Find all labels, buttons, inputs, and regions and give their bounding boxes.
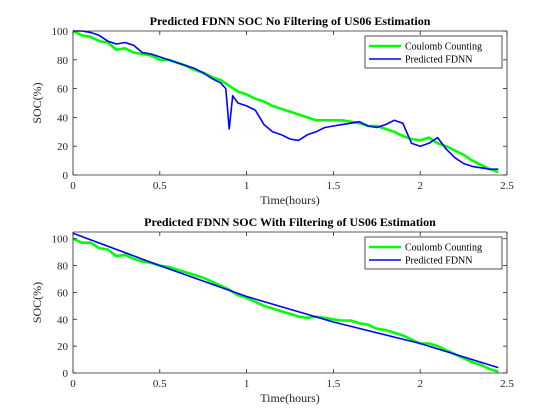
chart-bottom: 0 0.5 1 1.5 2 2.5 0 20 40 60 80 100 Predicted FDNN S… — [30, 215, 514, 405]
y-tick-label: 0 — [63, 368, 69, 380]
y-axis-label: SOC(%) — [30, 82, 44, 123]
y-axis-label: SOC(%) — [30, 282, 44, 323]
legend-box — [364, 236, 503, 270]
legend: Coulomb Counting Predicted FDNN — [364, 35, 503, 69]
legend-label: Coulomb Counting — [405, 42, 482, 53]
legend-label: Predicted FDNN — [405, 55, 473, 66]
x-tick-label: 2 — [417, 378, 423, 390]
legend-label: Predicted FDNN — [405, 256, 473, 267]
y-tick-label: 20 — [57, 141, 69, 153]
x-axis-label: Time(hours) — [260, 391, 320, 405]
x-tick-label: 0.5 — [153, 180, 167, 192]
legend: Coulomb Counting Predicted FDNN — [364, 236, 503, 270]
y-tick-label: 80 — [57, 261, 69, 273]
chart-title: Predicted FDNN SOC With Filtering of US0… — [144, 215, 436, 229]
x-axis-label: Time(hours) — [260, 193, 320, 207]
y-tick-label: 100 — [52, 234, 69, 246]
y-tick-label: 80 — [57, 55, 69, 67]
y-tick-label: 0 — [63, 170, 69, 182]
legend-box — [364, 35, 503, 69]
legend-label: Coulomb Counting — [405, 243, 482, 254]
y-tick-label: 40 — [57, 314, 69, 326]
y-tick-label: 20 — [57, 341, 69, 353]
y-tick-label: 100 — [52, 26, 69, 38]
x-tick-label: 0 — [70, 180, 76, 192]
x-tick-label: 2.5 — [500, 180, 514, 192]
x-tick-label: 2.5 — [500, 378, 514, 390]
x-tick-label: 1.5 — [327, 180, 341, 192]
chart-title: Predicted FDNN SOC No Filtering of US06 … — [150, 14, 431, 28]
y-tick-label: 60 — [57, 84, 69, 96]
y-tick-label: 60 — [57, 287, 69, 299]
x-tick-label: 0.5 — [153, 378, 167, 390]
x-tick-label: 2 — [417, 180, 423, 192]
series-line-predicted-fdnn — [72, 232, 499, 369]
chart-top: 0 0.5 1 1.5 2 2.5 0 20 40 60 80 100 Predicted FDNN S… — [30, 14, 514, 207]
series-line-predicted-fdnn — [73, 30, 499, 170]
x-tick-label: 0 — [70, 378, 76, 390]
y-tick-label: 40 — [57, 112, 69, 124]
x-tick-label: 1 — [244, 180, 250, 192]
series-line-coulomb-counting — [72, 29, 499, 174]
series-line-coulomb-counting — [72, 237, 499, 373]
x-tick-label: 1 — [244, 378, 250, 390]
x-tick-label: 1.5 — [327, 378, 341, 390]
